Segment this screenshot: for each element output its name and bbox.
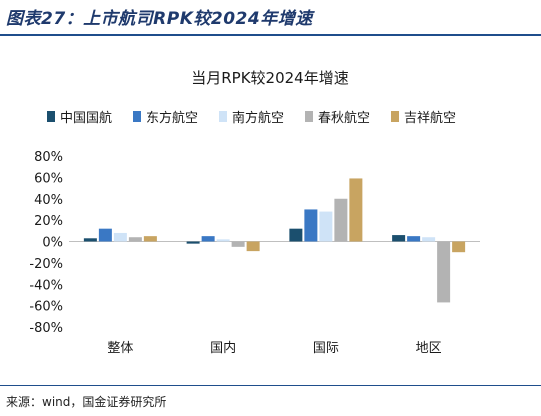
x-tick-label: 地区 <box>416 341 442 356</box>
bar <box>113 232 127 242</box>
y-tick-label: -40% <box>29 278 63 293</box>
legend-swatch <box>47 111 55 122</box>
bar <box>98 228 112 242</box>
bar <box>186 241 200 244</box>
bar <box>83 238 97 242</box>
bar <box>231 241 245 247</box>
y-tick-label: 40% <box>34 193 63 208</box>
bar <box>392 235 406 242</box>
bar <box>246 241 260 252</box>
y-tick-label: 20% <box>34 214 63 229</box>
x-tick-label: 国内 <box>210 340 236 356</box>
bar <box>407 236 421 242</box>
source-note: 来源：wind，国金证券研究所 <box>6 395 167 409</box>
bar <box>216 239 230 242</box>
top-divider <box>0 34 541 36</box>
y-tick-label: -80% <box>29 321 63 336</box>
legend-label: 东方航空 <box>146 110 198 126</box>
legend-label: 吉祥航空 <box>404 110 456 126</box>
bar <box>334 198 348 242</box>
legend-label: 中国国航 <box>60 110 112 126</box>
bar <box>422 237 436 242</box>
bottom-divider <box>0 385 541 386</box>
legend-swatch <box>391 111 399 122</box>
y-tick-label: 60% <box>34 171 63 186</box>
legend-swatch <box>133 111 141 122</box>
figure-title: 图表27：上市航司RPK较2024年增速 <box>6 9 313 29</box>
legend-swatch <box>305 111 313 122</box>
y-tick-label: -60% <box>29 300 63 315</box>
bar <box>128 237 142 242</box>
bar <box>437 241 451 303</box>
bar <box>289 228 303 242</box>
y-tick-label: 0% <box>42 236 63 251</box>
bar <box>304 209 318 242</box>
bar <box>349 178 363 242</box>
bar <box>452 241 466 253</box>
y-tick-label: -20% <box>29 257 63 272</box>
legend-swatch <box>219 111 227 122</box>
legend-label: 南方航空 <box>232 110 284 126</box>
bar <box>201 236 215 242</box>
bar <box>143 236 157 242</box>
chart-title: 当月RPK较2024年增速 <box>191 69 348 87</box>
y-tick-label: 80% <box>34 150 63 165</box>
x-tick-label: 国际 <box>313 341 339 356</box>
legend-label: 春秋航空 <box>318 110 370 126</box>
x-tick-label: 整体 <box>107 341 133 356</box>
bar <box>319 211 333 242</box>
